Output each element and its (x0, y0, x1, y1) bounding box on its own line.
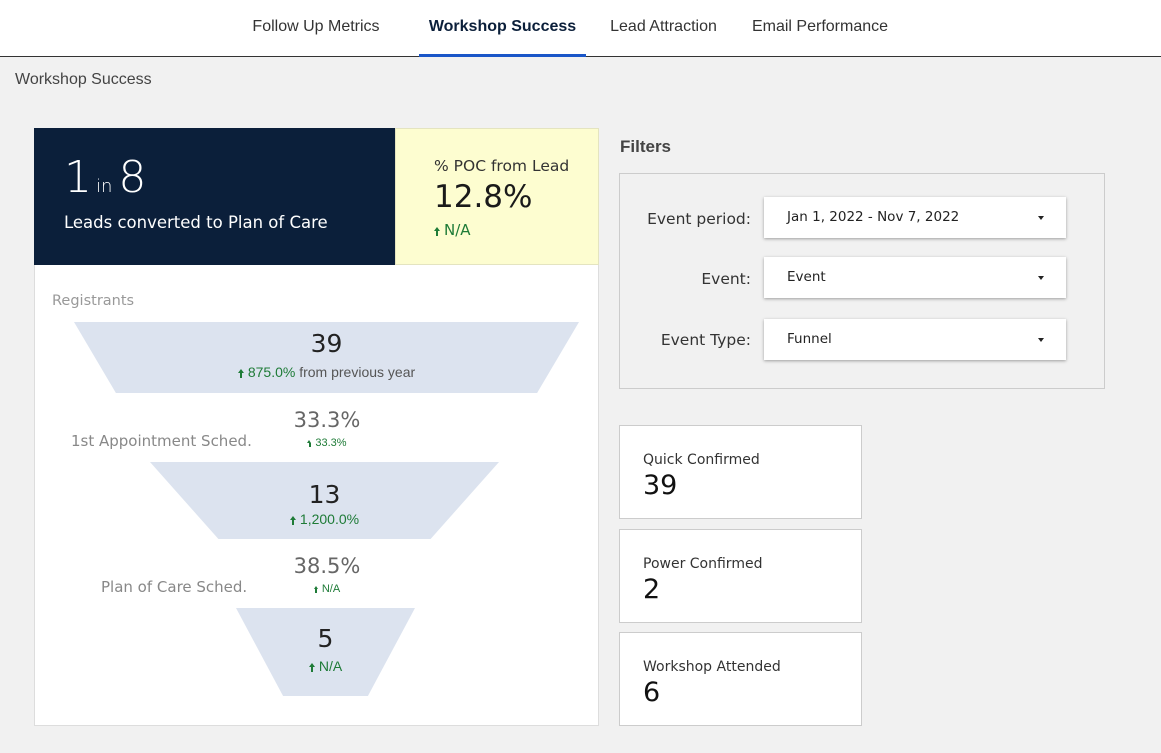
conversion-rate-poc: 38.5% (293, 554, 361, 578)
stage-trend: 1,200.0% (150, 511, 499, 527)
filters-panel: Event period: Jan 1, 2022 - Nov 7, 2022 … (619, 173, 1105, 389)
kpi-value: 6 (643, 677, 661, 708)
stage-trend-value: 1,200.0% (299, 511, 360, 527)
trend-up-icon (434, 227, 440, 236)
tab-follow-up-metrics[interactable]: Follow Up Metrics (252, 18, 380, 35)
caret-down-icon (1038, 338, 1044, 342)
event-select[interactable]: Event (764, 257, 1066, 298)
funnel-card: Registrants 39 875.0% from previous year… (34, 265, 599, 726)
stage-trend-value: N/A (318, 658, 343, 674)
poc-label: % POC from Lead (434, 157, 570, 175)
event-value: Event (787, 269, 826, 285)
tab-lead-attraction[interactable]: Lead Attraction (610, 18, 717, 35)
kpi-label: Quick Confirmed (643, 452, 760, 468)
trend-up-icon (237, 369, 244, 378)
poc-from-lead-card: % POC from Lead 12.8% N/A (395, 128, 599, 265)
page-title: Workshop Success (15, 71, 152, 88)
poc-trend: N/A (434, 221, 471, 239)
stage-trend-value: 875.0% (247, 364, 296, 380)
trend-up-icon (313, 586, 319, 593)
poc-value: 12.8% (434, 179, 533, 215)
tab-email-performance[interactable]: Email Performance (751, 18, 889, 35)
poc-trend-value: N/A (444, 221, 471, 239)
stage-value: 13 (308, 480, 341, 509)
kpi-card-quick-confirmed: Quick Confirmed 39 (619, 425, 862, 519)
funnel-heading: Registrants (52, 293, 135, 309)
stage-value: 5 (317, 624, 334, 653)
conversion-trend-value: N/A (321, 583, 341, 595)
stage-trend: 875.0% from previous year (74, 364, 579, 380)
conversion-trend-poc: N/A (267, 583, 387, 595)
filter-label-event-type: Event Type: (660, 331, 751, 349)
ratio-in: in (96, 176, 113, 197)
kpi-value: 39 (643, 470, 678, 501)
funnel-stage-registrants: 39 875.0% from previous year (74, 322, 579, 393)
kpi-label: Power Confirmed (643, 556, 763, 572)
conversion-rate-appointment: 33.3% (293, 408, 361, 432)
funnel-stage-appointment: 13 1,200.0% (150, 462, 499, 539)
caret-down-icon (1038, 216, 1044, 220)
filter-label-event-period: Event period: (647, 210, 751, 228)
stage-value: 39 (310, 329, 343, 358)
event-period-value: Jan 1, 2022 - Nov 7, 2022 (787, 209, 960, 225)
trend-up-icon (289, 516, 296, 525)
trend-up-icon (307, 440, 312, 447)
stage-trend-suffix: from previous year (299, 364, 416, 380)
trend-up-icon (308, 663, 315, 672)
conversion-trend-value: 33.3% (315, 437, 347, 449)
funnel-stage-plan-of-care: 5 N/A (236, 608, 415, 696)
kpi-value: 2 (643, 574, 661, 605)
ratio-denominator: 8 (118, 152, 147, 203)
caret-down-icon (1038, 276, 1044, 280)
ratio-numerator: 1 (64, 152, 92, 203)
event-type-select[interactable]: Funnel (764, 319, 1066, 360)
kpi-card-power-confirmed: Power Confirmed 2 (619, 529, 862, 623)
event-type-value: Funnel (787, 331, 832, 347)
conversion-ratio-card: 1 in 8 Leads converted to Plan of Care (34, 128, 395, 265)
kpi-card-workshop-attended: Workshop Attended 6 (619, 632, 862, 726)
filter-label-event: Event: (701, 270, 751, 288)
tab-workshop-success[interactable]: Workshop Success (419, 0, 586, 57)
conversion-trend-appointment: 33.3% (267, 437, 387, 449)
stage-trend: N/A (236, 658, 415, 674)
filters-title: Filters (620, 137, 672, 156)
conversion-ratio: 1 in 8 (64, 150, 146, 215)
conversion-label-appointment: 1st Appointment Sched. (71, 432, 252, 450)
conversion-ratio-label: Leads converted to Plan of Care (64, 213, 328, 232)
conversion-label-poc: Plan of Care Sched. (101, 578, 248, 596)
kpi-label: Workshop Attended (643, 659, 781, 675)
event-period-select[interactable]: Jan 1, 2022 - Nov 7, 2022 (764, 197, 1066, 238)
top-navigation: Follow Up Metrics Workshop Success Lead … (0, 0, 1161, 57)
